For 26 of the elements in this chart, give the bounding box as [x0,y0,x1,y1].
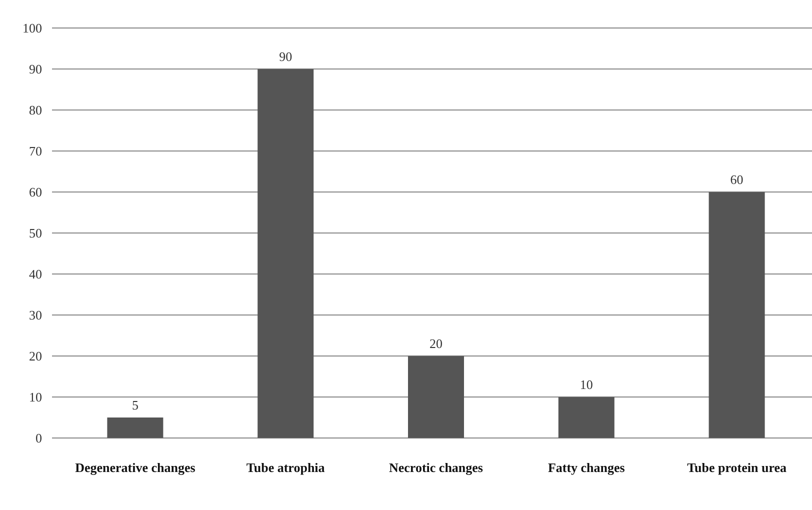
y-tick-label: 90 [29,62,42,77]
bar [408,356,464,438]
data-label: 10 [580,377,593,392]
x-tick-label: Necrotic changes [389,460,483,475]
x-tick-label: Degenerative changes [75,460,196,475]
bar [107,418,164,438]
bar [258,69,314,438]
y-tick-label: 10 [29,390,42,405]
data-label: 90 [279,49,292,64]
y-tick-label: 0 [36,430,42,446]
x-tick-label: Fatty changes [548,460,625,475]
y-tick-label: 40 [29,266,42,282]
x-tick-label: Tube protein urea [687,460,788,475]
data-label: 20 [430,336,442,351]
data-label: 5 [132,398,138,412]
y-tick-label: 60 [29,184,42,200]
data-label: 60 [730,172,744,187]
y-tick-label: 50 [29,226,42,241]
y-tick-label: 70 [29,144,42,159]
bar [708,192,765,438]
y-tick-label: 100 [22,20,42,36]
y-tick-label: 80 [29,102,42,118]
bar [558,397,614,438]
y-tick-label: 30 [29,308,42,323]
x-tick-label: Tube atrophia [246,460,326,475]
y-tick-label: 20 [29,348,42,364]
